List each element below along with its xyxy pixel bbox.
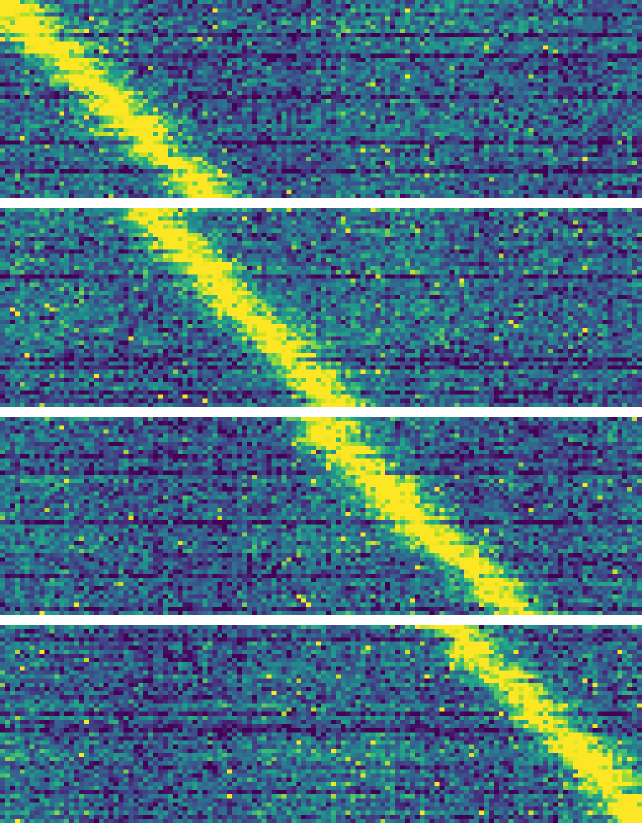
panel-gap-2: [0, 615, 642, 625]
heatmap-panel-3: [0, 625, 642, 823]
heatmap-panel-0: [0, 0, 642, 198]
panel-gap-0: [0, 198, 642, 208]
heatmap-canvas-3: [0, 625, 642, 823]
panel-gap-1: [0, 407, 642, 417]
heatmap-canvas-0: [0, 0, 642, 198]
heatmap-canvas-1: [0, 208, 642, 406]
heatmap-panel-1: [0, 208, 642, 406]
heatmap-panel-2: [0, 417, 642, 615]
heatmap-canvas-2: [0, 417, 642, 615]
